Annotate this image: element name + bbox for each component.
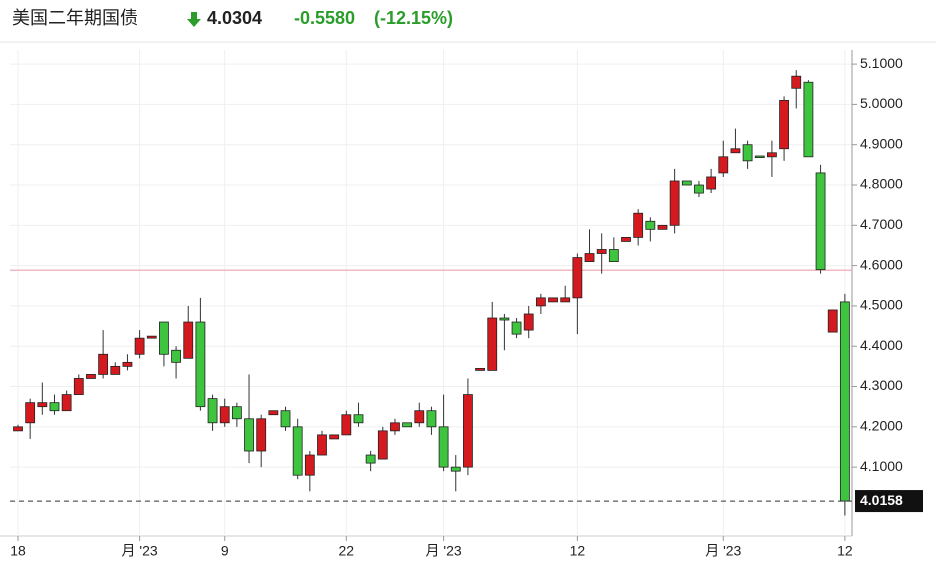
candle-body (73, 378, 84, 395)
candle-body (110, 365, 121, 375)
candle-body (827, 309, 838, 333)
candle-body (231, 406, 242, 420)
candle-body (742, 144, 753, 162)
x-tick-label: 月 '23 (122, 543, 158, 559)
candle-body (86, 374, 96, 379)
candle-body (256, 418, 267, 452)
candle-body (13, 426, 23, 432)
candle-body (61, 394, 72, 412)
candle-body (669, 180, 680, 226)
candle-body (122, 361, 133, 367)
x-tick-label: 9 (221, 543, 229, 559)
candle-body (49, 402, 60, 412)
candle-body (608, 249, 619, 262)
candle-body (779, 99, 789, 150)
candle-body (25, 402, 36, 424)
candle-body (487, 317, 498, 371)
candle-body (146, 335, 157, 339)
candle-body (134, 337, 145, 355)
y-tick-label: 4.3000 (860, 377, 903, 393)
candle-body (535, 297, 546, 307)
candle-body (450, 466, 461, 472)
candle-body (268, 410, 279, 416)
y-tick-label: 4.6000 (860, 256, 903, 272)
x-tick-label: 12 (570, 543, 586, 559)
last-price-box (855, 490, 923, 513)
candle-body (718, 156, 729, 174)
candle-body (329, 434, 340, 440)
candle-body (219, 406, 230, 424)
candle-body (706, 176, 717, 190)
candle-body (767, 152, 777, 158)
candle-body (815, 172, 826, 271)
x-tick-label: 月 '23 (426, 543, 462, 559)
candle-body (37, 402, 48, 408)
candle-body (426, 410, 437, 428)
last-price-label: 4.0158 (860, 492, 903, 508)
y-tick-label: 5.0000 (860, 95, 903, 111)
candle-body (390, 422, 400, 432)
y-tick-label: 4.9000 (860, 135, 903, 151)
candle-body (414, 410, 425, 424)
candle-body (633, 212, 644, 238)
candle-body (511, 321, 522, 335)
y-tick-label: 4.5000 (860, 297, 903, 313)
change-percent: (-12.15%) (374, 8, 453, 28)
candle-body (523, 313, 534, 331)
candle-body (596, 249, 607, 254)
candle-body (377, 430, 388, 460)
candle-body (645, 220, 656, 230)
candle-body (621, 237, 631, 242)
candle-body (572, 257, 583, 299)
candle-body (171, 349, 181, 363)
candle-body (803, 81, 814, 158)
candle-body (730, 148, 741, 154)
y-tick-label: 4.1000 (860, 458, 903, 474)
candle-body (292, 426, 303, 476)
candle-body (475, 367, 485, 371)
candle-body (244, 418, 254, 452)
candle-body (791, 75, 802, 89)
candle-body (499, 317, 510, 321)
y-tick-label: 4.2000 (860, 418, 903, 434)
candle-body (304, 454, 315, 476)
y-tick-label: 4.8000 (860, 176, 903, 192)
candle-body (694, 184, 704, 194)
candle-body (207, 398, 218, 424)
price: 4.0304 (207, 8, 262, 28)
candle-body (463, 394, 473, 468)
candle-body (183, 321, 194, 359)
title: 美国二年期国债 (12, 8, 138, 28)
candle-body (98, 353, 109, 375)
candle-body (317, 434, 327, 456)
candle-body (657, 224, 668, 230)
y-tick-label: 4.4000 (860, 337, 903, 353)
change: -0.5580 (294, 8, 355, 28)
candle-body (280, 410, 291, 428)
candle-body (548, 297, 558, 303)
candle-body (365, 454, 376, 464)
candle-body (438, 426, 449, 468)
y-tick-label: 5.1000 (860, 55, 903, 71)
x-tick-label: 22 (339, 543, 355, 559)
y-tick-label: 4.7000 (860, 216, 903, 232)
candle-body (341, 414, 352, 436)
candle-body (584, 253, 595, 262)
candle-body (402, 422, 413, 428)
down-arrow (187, 12, 201, 27)
candle-body (195, 321, 206, 408)
candle-body (560, 297, 571, 303)
candle-body (839, 301, 850, 502)
candle-body (353, 414, 364, 424)
x-tick-label: 18 (10, 543, 26, 559)
candle-body (681, 180, 692, 186)
x-tick-label: 12 (837, 543, 853, 559)
candle-body (754, 155, 765, 159)
candle-body (159, 321, 169, 355)
x-tick-label: 月 '23 (705, 543, 741, 559)
